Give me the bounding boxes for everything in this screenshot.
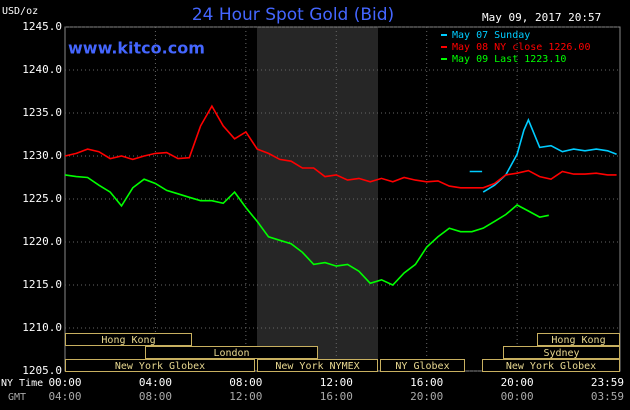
series-line <box>64 104 617 189</box>
series-line <box>469 117 617 193</box>
y-tick-label: 1210.0 <box>22 321 62 334</box>
legend-label: May 08 NY close 1226.00 <box>452 42 590 53</box>
session-bar <box>65 359 255 372</box>
x-tick-label-gmt: 00:00 <box>501 390 534 403</box>
x-tick-label: 04:00 <box>139 376 172 389</box>
x-tick-label: 08:00 <box>229 376 262 389</box>
x-tick-label: 23:59 <box>591 376 624 389</box>
session-label: New York Globex <box>506 361 596 372</box>
session-label: New York NYMEX <box>275 361 359 372</box>
x-tick-label: 12:00 <box>320 376 353 389</box>
y-tick-label: 1225.0 <box>22 192 62 205</box>
session-bar <box>537 333 620 346</box>
session-bar <box>482 359 620 372</box>
x-tick-label-gmt: 08:00 <box>139 390 172 403</box>
chart-title: 24 Hour Spot Gold (Bid) <box>192 5 394 25</box>
unit-label: USD/oz <box>2 6 38 17</box>
watermark: www.kitco.com <box>68 39 205 58</box>
session-bar <box>503 346 620 359</box>
session-label: NY Globex <box>395 361 449 372</box>
x-tick-label: 20:00 <box>501 376 534 389</box>
legend-label: May 07 Sunday <box>452 30 530 41</box>
series-line <box>64 174 549 286</box>
x-row-label: GMT <box>8 392 26 403</box>
x-tick-label: 00:00 <box>48 376 81 389</box>
y-tick-label: 1215.0 <box>22 278 62 291</box>
x-tick-label: 16:00 <box>410 376 443 389</box>
x-row-label: NY Time <box>1 378 43 389</box>
y-tick-label: 1245.0 <box>22 20 62 33</box>
session-bar <box>145 346 318 359</box>
x-tick-label-gmt: 16:00 <box>320 390 353 403</box>
legend-label: May 09 Last 1223.10 <box>452 54 566 65</box>
session-label: Hong Kong <box>101 335 155 346</box>
session-bar <box>380 359 465 372</box>
session-bar <box>65 333 192 346</box>
x-tick-label-gmt: 03:59 <box>591 390 624 403</box>
timestamp: May 09, 2017 20:57 <box>482 11 601 24</box>
x-tick-label-gmt: 12:00 <box>229 390 262 403</box>
x-tick-label-gmt: 20:00 <box>410 390 443 403</box>
x-tick-label-gmt: 04:00 <box>48 390 81 403</box>
y-tick-label: 1220.0 <box>22 235 62 248</box>
session-label: New York Globex <box>115 361 205 372</box>
y-tick-label: 1205.0 <box>22 364 62 377</box>
y-tick-label: 1230.0 <box>22 149 62 162</box>
session-label: London <box>213 348 249 359</box>
session-label: Hong Kong <box>551 335 605 346</box>
session-label: Sydney <box>543 348 579 359</box>
y-tick-label: 1235.0 <box>22 106 62 119</box>
session-bar <box>257 359 378 372</box>
y-tick-label: 1240.0 <box>22 63 62 76</box>
